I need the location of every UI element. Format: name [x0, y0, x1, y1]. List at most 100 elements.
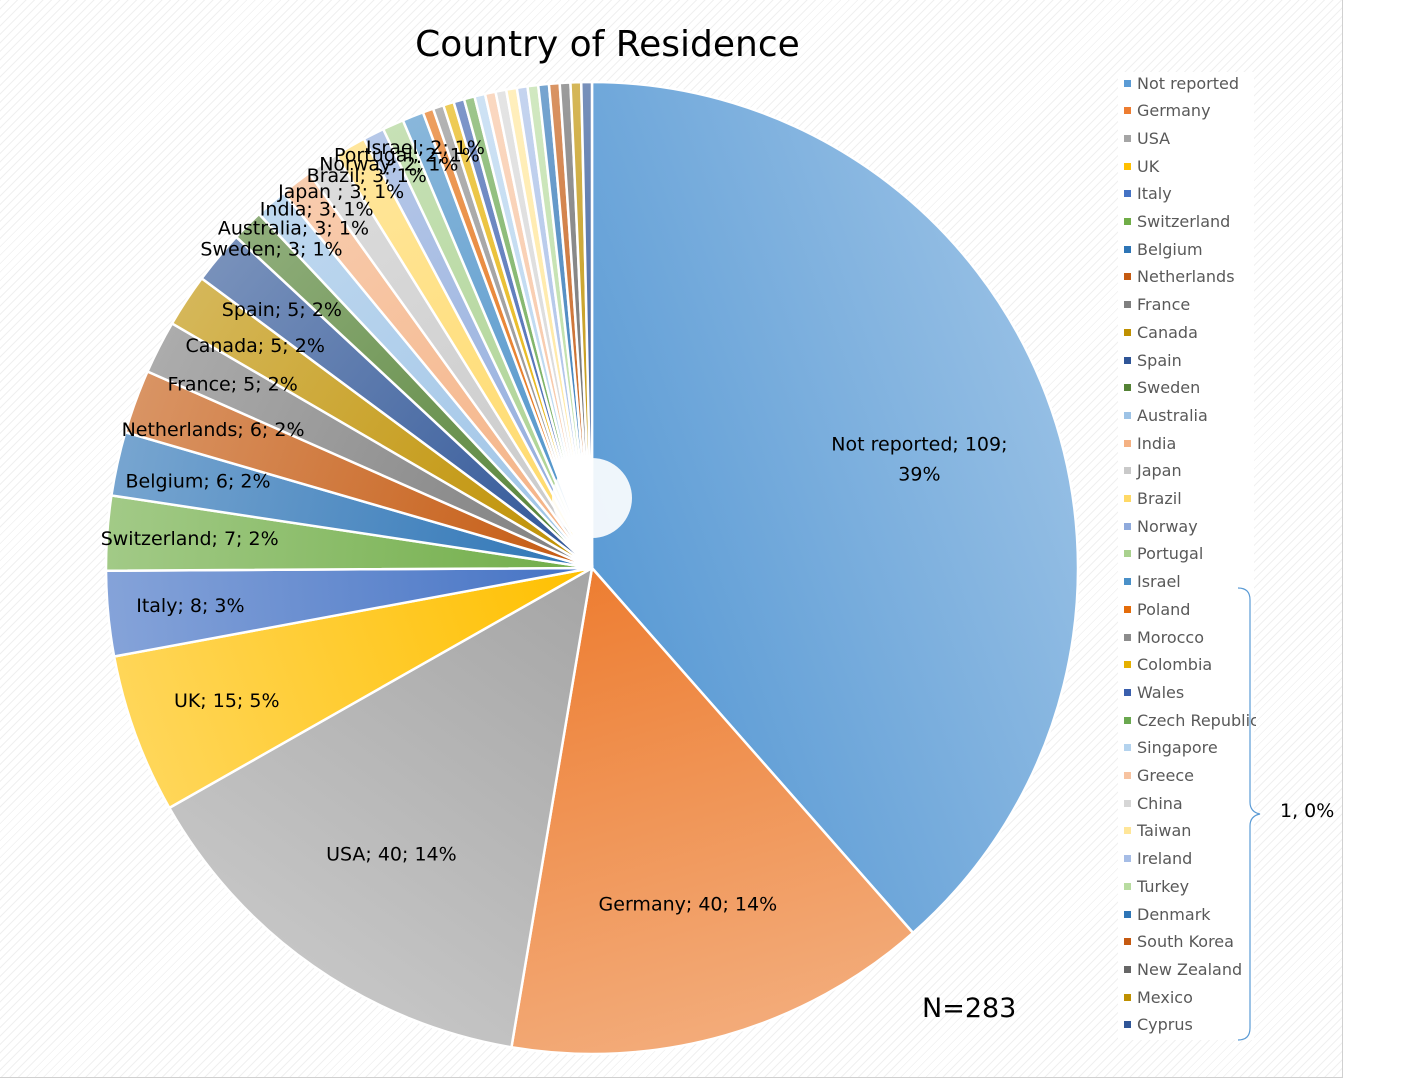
- legend-swatch: [1124, 550, 1131, 558]
- legend-item-colombia: Colombia: [1124, 654, 1256, 676]
- data-label-brazil: Brazil; 3; 1%: [307, 165, 427, 187]
- legend-swatch: [1124, 882, 1131, 890]
- legend-label: Ireland: [1137, 849, 1193, 869]
- data-label-spain: Spain; 5; 2%: [222, 299, 342, 321]
- legend-swatch: [1124, 273, 1131, 281]
- grouped-slices-label: 1, 0%: [1280, 800, 1335, 822]
- legend-label: Japan: [1137, 461, 1182, 481]
- legend-item-switzerland: Switzerland: [1124, 211, 1256, 233]
- legend-label: Israel: [1137, 572, 1181, 592]
- legend-bracket: [1237, 587, 1261, 1041]
- legend-item-morocco: Morocco: [1124, 626, 1256, 648]
- legend-swatch: [1124, 661, 1131, 669]
- data-label-germany: Germany; 40; 14%: [599, 894, 778, 916]
- legend-swatch: [1124, 522, 1131, 530]
- legend-item-poland: Poland: [1124, 598, 1256, 620]
- data-label-belgium: Belgium; 6; 2%: [126, 470, 271, 492]
- legend-swatch: [1124, 328, 1131, 336]
- data-label-italy: Italy; 8; 3%: [136, 595, 244, 617]
- legend-swatch: [1124, 1021, 1131, 1029]
- legend-label: Switzerland: [1137, 212, 1231, 231]
- legend-item-denmark: Denmark: [1124, 903, 1256, 925]
- legend-swatch: [1124, 218, 1131, 225]
- data-label-israel: Israel; 2; 1%: [366, 137, 485, 159]
- legend-label: Poland: [1137, 599, 1191, 619]
- legend-item-belgium: Belgium: [1124, 238, 1256, 260]
- legend-item-ireland: Ireland: [1124, 848, 1256, 870]
- legend-swatch: [1124, 301, 1131, 309]
- legend-swatch: [1124, 605, 1131, 613]
- legend-item-israel: Israel: [1124, 571, 1256, 593]
- legend-item-japan: Japan: [1124, 460, 1256, 482]
- legend-label: Cyprus: [1137, 1015, 1193, 1035]
- legend: Not reported Germany USA UK Italy Switzerland…: [1118, 72, 1256, 1040]
- legend-label: Netherlands: [1137, 267, 1235, 287]
- legend-swatch: [1124, 467, 1131, 475]
- data-label-not-reported: Not reported; 109;: [831, 433, 1007, 455]
- data-label-portugal: Portugal; 2; 1%: [334, 145, 480, 167]
- data-label-not-reported-percent: 39%: [898, 463, 940, 485]
- legend-item-norway: Norway: [1124, 515, 1256, 537]
- legend-label: Singapore: [1137, 738, 1218, 758]
- pie-chart: Not reported; 109; 39% Germany; 40; 14% USA…: [101, 80, 1080, 1056]
- legend-swatch: [1124, 688, 1131, 696]
- legend-item-turkey: Turkey: [1124, 875, 1256, 897]
- legend-label: Czech Republic: [1137, 710, 1256, 730]
- pie-slice-usa: [167, 565, 594, 1049]
- legend-swatch: [1124, 162, 1131, 170]
- legend-item-south-korea: South Korea: [1124, 931, 1256, 953]
- legend-swatch: [1124, 578, 1131, 586]
- legend-label: Canada: [1137, 322, 1198, 342]
- pie-slice-germany: [510, 565, 915, 1056]
- data-label-japan: Japan ; 3; 1%: [277, 181, 404, 203]
- legend-label: UK: [1137, 156, 1160, 176]
- legend-swatch: [1124, 965, 1131, 973]
- legend-label: Italy: [1137, 184, 1172, 204]
- chart-title: Country of Residence: [415, 24, 800, 65]
- legend-label: Greece: [1137, 766, 1194, 785]
- data-label-france: France; 5; 2%: [168, 374, 298, 396]
- data-label-switzerland: Switzerland; 7; 2%: [101, 528, 279, 550]
- legend-swatch: [1124, 827, 1131, 835]
- legend-label: Germany: [1137, 101, 1211, 121]
- legend-swatch: [1124, 384, 1131, 392]
- pie-hub: [552, 458, 632, 538]
- legend-swatch: [1124, 134, 1131, 142]
- legend-swatch: [1124, 938, 1131, 946]
- data-label-norway: Norway; 2; 1%: [319, 153, 458, 175]
- legend-label: South Korea: [1137, 932, 1234, 952]
- legend-swatch: [1124, 799, 1131, 807]
- pie-slice-not-reported: [590, 80, 1080, 935]
- legend-item-italy: Italy: [1124, 183, 1256, 205]
- legend-item-sweden: Sweden: [1124, 377, 1256, 399]
- legend-label: Turkey: [1137, 876, 1190, 896]
- legend-label: Denmark: [1137, 904, 1211, 924]
- legend-swatch: [1124, 495, 1131, 502]
- legend-swatch: [1124, 245, 1131, 253]
- legend-item-singapore: Singapore: [1124, 737, 1256, 759]
- legend-label: Spain: [1137, 350, 1182, 370]
- legend-item-not-reported: Not reported: [1124, 72, 1256, 94]
- legend-item-france: France: [1124, 294, 1256, 316]
- legend-item-czech-republic: Czech Republic: [1124, 709, 1256, 731]
- legend-label: China: [1137, 793, 1183, 813]
- sample-size-label: N=283: [922, 993, 1017, 1024]
- legend-swatch: [1124, 910, 1131, 918]
- legend-label: USA: [1137, 128, 1171, 148]
- legend-item-mexico: Mexico: [1124, 986, 1256, 1008]
- legend-item-brazil: Brazil: [1124, 488, 1256, 510]
- legend-swatch: [1124, 356, 1131, 364]
- legend-label: Morocco: [1137, 627, 1204, 647]
- data-label-usa: USA; 40; 14%: [326, 844, 457, 866]
- legend-swatch: [1124, 79, 1131, 87]
- legend-label: Belgium: [1137, 239, 1203, 259]
- legend-label: Brazil: [1137, 489, 1182, 508]
- legend-item-australia: Australia: [1124, 404, 1256, 426]
- legend-swatch: [1124, 190, 1131, 198]
- pie-slice-cyprus: [579, 80, 594, 569]
- legend-item-china: China: [1124, 792, 1256, 814]
- legend-label: Colombia: [1137, 655, 1213, 675]
- legend-item-germany: Germany: [1124, 100, 1256, 122]
- legend-label: Taiwan: [1137, 821, 1192, 841]
- legend-label: Wales: [1137, 682, 1185, 702]
